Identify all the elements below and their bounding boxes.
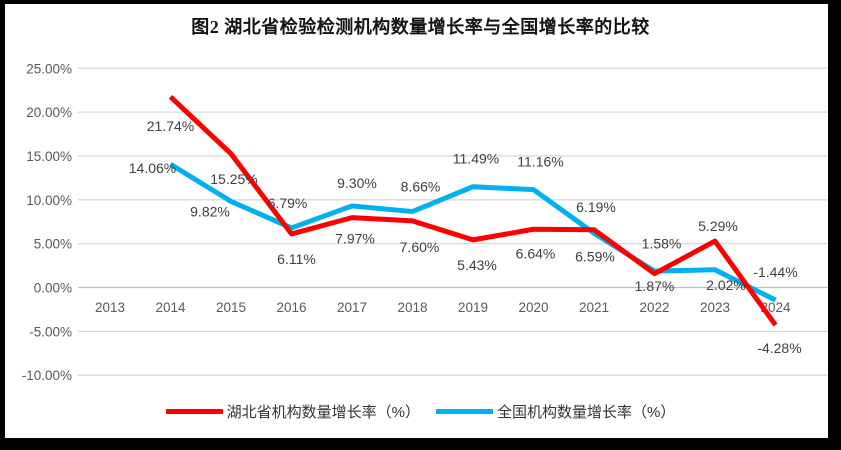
x-axis-tick-label: 2018 — [397, 300, 427, 315]
national-series-line — [169, 162, 777, 303]
national-data-label: -1.44% — [753, 264, 797, 280]
hubei-series-line — [168, 95, 778, 327]
hubei-data-label: 7.60% — [400, 239, 440, 255]
hubei-data-label: -4.28% — [757, 340, 801, 356]
hubei-data-label: 15.25% — [210, 171, 257, 187]
legend-label-hubei: 湖北省机构数量增长率（%） — [226, 404, 420, 421]
y-axis-tick-label: 0.00% — [34, 281, 72, 296]
hubei-data-label: 6.11% — [277, 251, 316, 267]
chart-title: 图2 湖北省检验检测机构数量增长率与全国增长率的比较 — [191, 17, 650, 37]
hubei-data-label: 1.58% — [642, 236, 682, 252]
x-axis-tick-label: 2014 — [155, 300, 186, 315]
hubei-data-label: 6.59% — [575, 249, 615, 265]
national-data-label: 11.16% — [517, 154, 563, 170]
hubei-data-label: 7.97% — [335, 231, 375, 247]
y-axis-tick-label: 25.00% — [26, 61, 72, 76]
hubei-series-swatch — [165, 409, 223, 414]
x-axis-tick-label: 2016 — [276, 300, 306, 315]
legend-item-national: 全国机构数量增长率（%） — [436, 401, 675, 422]
chart-legend: 湖北省机构数量增长率（%） 全国机构数量增长率（%） — [0, 401, 841, 422]
national-data-label: 11.49% — [453, 151, 499, 167]
national-data-label: 2.02% — [706, 277, 746, 293]
legend-label-national: 全国机构数量增长率（%） — [497, 404, 676, 421]
hubei-data-label: 6.64% — [516, 245, 556, 261]
national-series-swatch — [436, 409, 493, 414]
national-data-label: 8.66% — [401, 179, 441, 195]
y-axis-tick-label: -10.00% — [22, 368, 72, 383]
y-axis-tick-label: 10.00% — [26, 193, 72, 208]
national-data-label: 1.87% — [635, 278, 675, 294]
legend-item-hubei: 湖北省机构数量增长率（%） — [165, 401, 420, 422]
x-axis-tick-label: 2013 — [95, 300, 125, 315]
x-axis-tick-label: 2017 — [337, 300, 367, 315]
x-axis-tick-label: 2019 — [458, 300, 488, 315]
x-axis-tick-label: 2015 — [216, 300, 246, 315]
x-axis-tick-label: 2021 — [579, 300, 609, 315]
x-axis-tick-label: 2020 — [518, 300, 548, 315]
y-axis-tick-label: 15.00% — [26, 149, 72, 164]
y-axis-tick-label: 5.00% — [34, 237, 72, 252]
x-axis-tick-label: 2022 — [639, 300, 669, 315]
hubei-data-label: 5.43% — [457, 257, 497, 273]
national-data-label: 9.82% — [190, 203, 230, 219]
national-data-label: 6.79% — [268, 195, 308, 211]
national-data-label: 6.19% — [576, 199, 616, 215]
hubei-data-label: 5.29% — [698, 218, 738, 234]
y-axis-tick-label: 20.00% — [26, 105, 72, 120]
y-axis-tick-label: -5.00% — [29, 324, 72, 339]
x-axis-tick-label: 2023 — [700, 300, 730, 315]
hubei-data-label: 21.74% — [147, 118, 194, 134]
national-data-label: 14.06% — [129, 160, 176, 176]
national-data-label: 9.30% — [337, 175, 377, 191]
